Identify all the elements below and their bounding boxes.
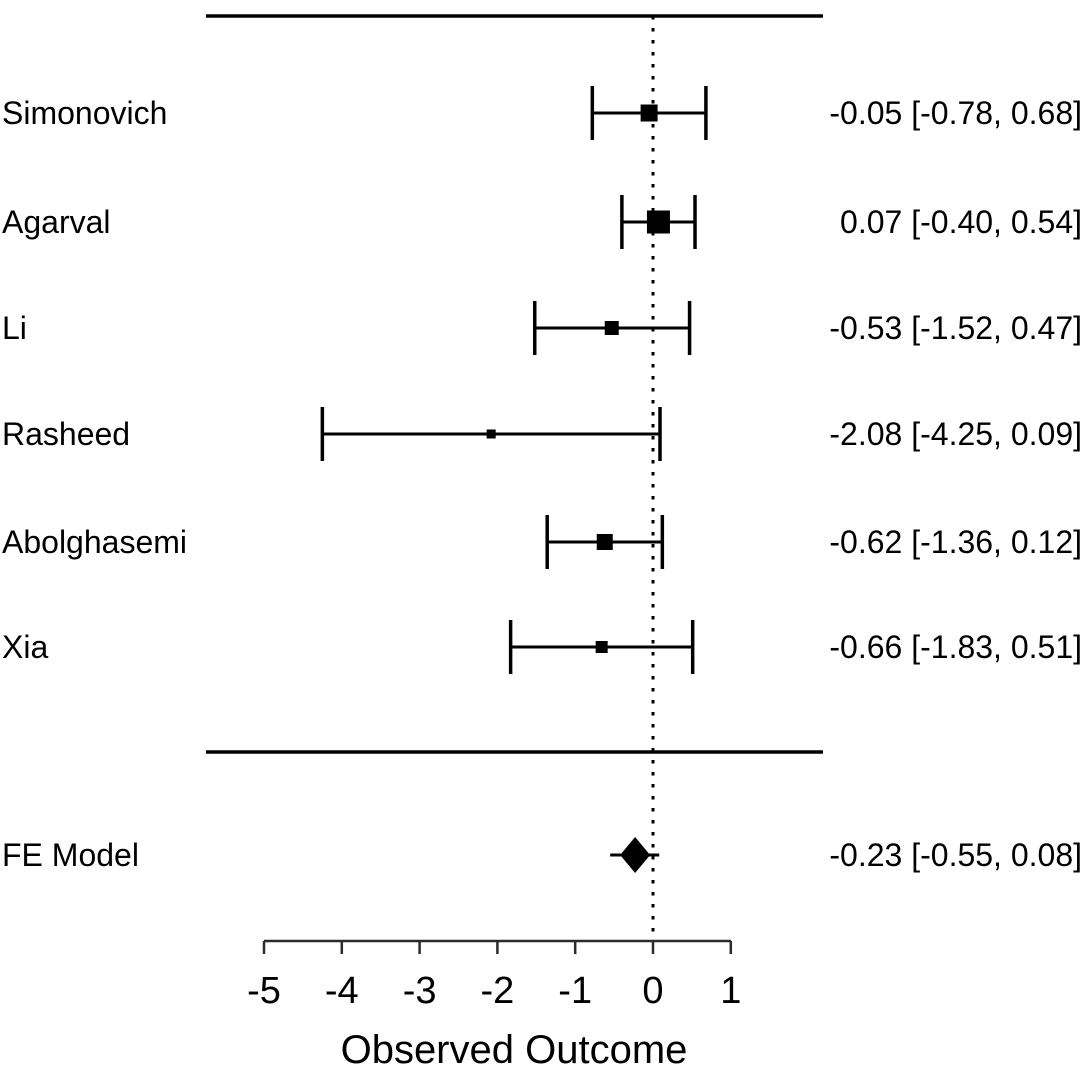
x-axis-tick-label: -2 — [481, 970, 515, 1012]
point-estimate-square — [640, 104, 658, 122]
x-axis-title: Observed Outcome — [341, 1028, 688, 1072]
study-row: Agarval 0.07 [-0.40, 0.54] — [2, 195, 1082, 249]
study-label: Abolghasemi — [2, 524, 187, 560]
study-row: Simonovich -0.05 [-0.78, 0.68] — [2, 86, 1082, 140]
study-row: Li -0.53 [-1.52, 0.47] — [2, 301, 1082, 355]
study-row: Xia -0.66 [-1.83, 0.51] — [2, 620, 1082, 674]
x-axis-tick-label: -5 — [247, 970, 281, 1012]
point-estimate-square — [486, 429, 496, 439]
x-axis-tick-label: 1 — [720, 970, 741, 1012]
summary-group: FE Model -0.23 [-0.55, 0.08] — [2, 837, 1082, 873]
study-label: Xia — [2, 629, 48, 665]
point-estimate-square — [604, 321, 619, 335]
summary-label: FE Model — [2, 837, 139, 873]
study-row: Abolghasemi -0.62 [-1.36, 0.12] — [2, 515, 1082, 569]
summary-annotation: -0.23 [-0.55, 0.08] — [829, 837, 1082, 873]
study-label: Simonovich — [2, 95, 167, 131]
study-label: Rasheed — [2, 416, 130, 452]
estimate-annotation: 0.07 [-0.40, 0.54] — [840, 204, 1082, 240]
point-estimate-square — [646, 210, 670, 234]
point-estimate-square — [596, 534, 613, 550]
study-label: Agarval — [2, 204, 111, 240]
studies-group: Simonovich -0.05 [-0.78, 0.68] Agarval 0.07… — [2, 86, 1082, 674]
summary-diamond — [620, 837, 651, 873]
point-estimate-square — [595, 641, 608, 653]
estimate-annotation: -0.53 [-1.52, 0.47] — [829, 310, 1082, 346]
x-axis-ticks-group: -5 -4 -3 -2 -1 0 1 — [247, 941, 741, 1012]
x-axis-tick-label: -3 — [403, 970, 437, 1012]
x-axis-tick-label: -1 — [558, 970, 592, 1012]
estimate-annotation: -0.66 [-1.83, 0.51] — [829, 629, 1082, 665]
study-row: Rasheed -2.08 [-4.25, 0.09] — [2, 407, 1082, 461]
estimate-annotation: -2.08 [-4.25, 0.09] — [829, 416, 1082, 452]
x-axis-tick-label: -4 — [325, 970, 359, 1012]
study-label: Li — [2, 310, 27, 346]
x-axis-tick-label: 0 — [642, 970, 663, 1012]
estimate-annotation: -0.05 [-0.78, 0.68] — [829, 95, 1082, 131]
estimate-annotation: -0.62 [-1.36, 0.12] — [829, 524, 1082, 560]
